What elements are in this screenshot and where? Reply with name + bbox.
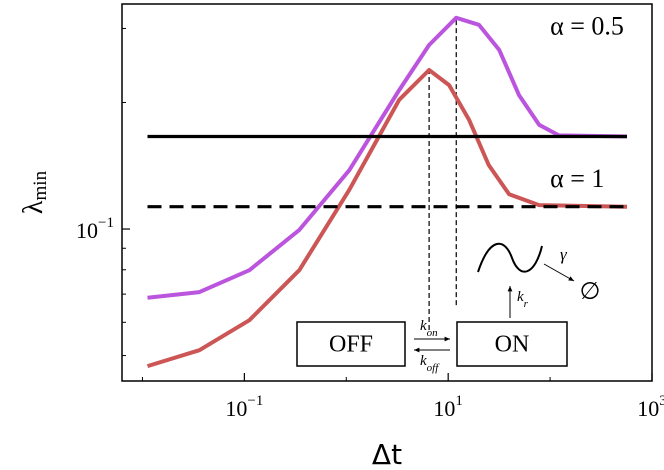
x-tick-label: 101 bbox=[433, 393, 463, 421]
rate-label: kr bbox=[517, 289, 529, 309]
x-tick-label-main: 10 bbox=[225, 396, 247, 421]
rate-label-sub: on bbox=[427, 327, 439, 339]
rate-label: γ bbox=[560, 245, 568, 264]
rate-label-sub: r bbox=[524, 298, 529, 310]
state-box bbox=[456, 321, 568, 367]
x-tick-label-exp: −1 bbox=[247, 393, 263, 409]
series-line bbox=[147, 15, 628, 300]
series-annotation: α = 1 bbox=[550, 164, 604, 193]
empty-set: ∅ bbox=[580, 277, 601, 305]
state-label: ON bbox=[495, 332, 530, 358]
rate-label: kon bbox=[420, 318, 438, 338]
y-axis-label-sub: min bbox=[30, 170, 51, 200]
plot-frame bbox=[121, 3, 653, 382]
mrna-wave bbox=[477, 242, 543, 273]
series-annotation: α = 0.5 bbox=[550, 11, 624, 40]
rate-label-sub: off bbox=[427, 362, 441, 374]
x-tick-label-exp: 1 bbox=[455, 393, 463, 409]
y-tick-label-main: 10 bbox=[76, 218, 98, 243]
y-axis-label-main: λ bbox=[18, 200, 49, 214]
rate-label-main: k bbox=[420, 353, 427, 369]
x-axis-label: Δt bbox=[372, 438, 402, 470]
x-tick-label-main: 10 bbox=[433, 396, 455, 421]
y-axis-label: λmin bbox=[18, 170, 51, 214]
y-tick-label-exp: −1 bbox=[98, 215, 114, 231]
rate-label-main: k bbox=[517, 289, 524, 305]
x-tick-label-main: 10 bbox=[637, 396, 659, 421]
series-line bbox=[146, 68, 628, 369]
x-tick-label-exp: 3 bbox=[659, 393, 664, 409]
rate-label: koff bbox=[420, 353, 440, 373]
rate-label-main: k bbox=[420, 318, 427, 334]
state-label: OFF bbox=[329, 332, 373, 358]
arrow bbox=[543, 263, 575, 282]
x-tick-label: 10−1 bbox=[225, 393, 263, 421]
state-box bbox=[296, 321, 406, 367]
y-tick-label: 10−1 bbox=[76, 215, 114, 243]
x-tick-label: 103 bbox=[637, 393, 664, 421]
